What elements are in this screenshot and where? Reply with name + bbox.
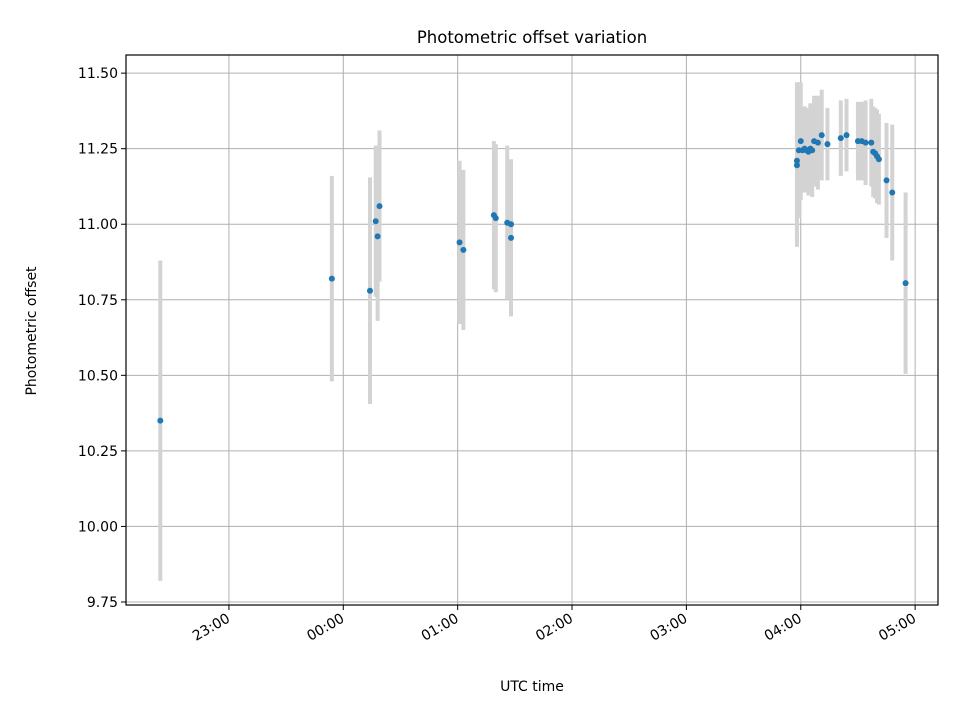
error-bars xyxy=(158,82,908,581)
x-tick-label: 02:00 xyxy=(533,611,576,645)
data-point xyxy=(456,239,463,246)
x-tick-label: 03:00 xyxy=(647,611,690,645)
y-tick-label: 10.25 xyxy=(78,444,118,460)
data-point xyxy=(868,139,875,146)
data-point xyxy=(883,177,890,184)
data-point xyxy=(492,215,499,222)
y-axis-ticks: 9.75 10.00 10.25 10.50 10.75 11.00 11.25 11.50 xyxy=(78,66,126,611)
data-point xyxy=(793,157,800,164)
data-point xyxy=(372,218,379,225)
data-point xyxy=(818,132,825,139)
x-tick-label: 04:00 xyxy=(762,611,805,645)
data-point xyxy=(889,189,896,196)
y-tick-label: 10.75 xyxy=(78,293,118,309)
y-tick-label: 10.50 xyxy=(78,368,118,384)
data-point xyxy=(814,139,821,146)
data-point xyxy=(374,233,381,240)
data-point xyxy=(366,287,373,294)
data-point xyxy=(157,417,164,424)
data-point xyxy=(862,139,869,146)
x-axis-label: UTC time xyxy=(500,679,564,695)
y-tick-label: 11.00 xyxy=(78,217,118,233)
chart-title: Photometric offset variation xyxy=(417,28,647,47)
data-point xyxy=(508,234,515,241)
data-point xyxy=(875,156,882,163)
data-point xyxy=(824,141,831,148)
data-points xyxy=(157,132,909,424)
data-point xyxy=(793,162,800,169)
x-tick-label: 00:00 xyxy=(304,611,347,645)
x-tick-label: 05:00 xyxy=(876,611,919,645)
data-point xyxy=(376,203,383,210)
x-tick-label: 23:00 xyxy=(190,611,233,645)
y-tick-label: 10.00 xyxy=(78,519,118,535)
data-point xyxy=(508,221,515,228)
y-axis-label: Photometric offset xyxy=(24,266,40,396)
data-point xyxy=(902,280,909,287)
y-tick-label: 9.75 xyxy=(87,595,118,611)
plot-frame xyxy=(125,54,939,606)
data-point xyxy=(460,246,467,253)
data-point xyxy=(797,138,804,145)
y-tick-label: 11.25 xyxy=(78,142,118,158)
x-axis-ticks: 23:00 00:00 01:00 02:00 03:00 04:00 05:00 xyxy=(190,605,919,645)
data-point xyxy=(809,147,816,154)
data-point xyxy=(843,132,850,139)
data-point xyxy=(328,275,335,282)
x-tick-label: 01:00 xyxy=(419,611,462,645)
y-tick-label: 11.50 xyxy=(78,66,118,82)
data-point xyxy=(837,135,844,142)
